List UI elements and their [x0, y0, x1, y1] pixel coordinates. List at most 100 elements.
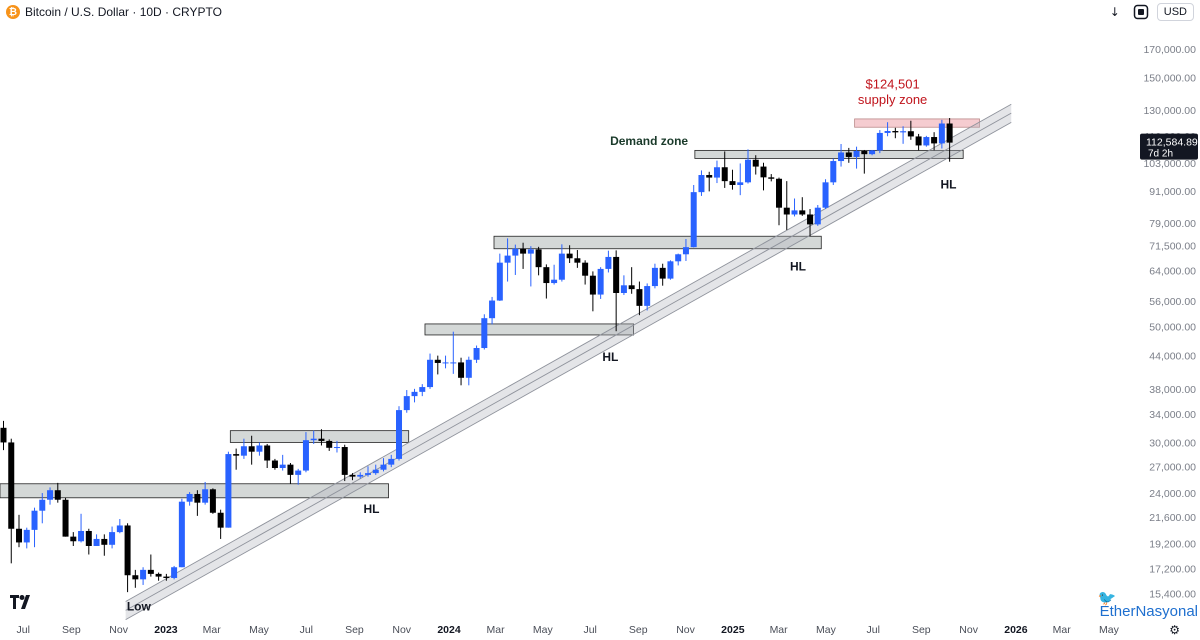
- candle: [721, 151, 728, 188]
- candle: [822, 179, 829, 210]
- candle-body: [931, 137, 938, 144]
- candle-body: [0, 427, 7, 443]
- time-tick-label: Mar: [487, 624, 506, 636]
- candle: [861, 149, 868, 174]
- candle-body: [333, 447, 340, 449]
- bitcoin-logo-icon: ₿: [6, 5, 20, 19]
- candle-body: [512, 248, 519, 256]
- candle-body: [271, 460, 278, 469]
- candle-body: [341, 447, 348, 475]
- time-tick-label: Nov: [109, 624, 128, 636]
- candle-body: [302, 440, 309, 471]
- candle: [644, 283, 651, 311]
- candle-body: [853, 151, 860, 157]
- time-tick-label: Jul: [867, 624, 880, 636]
- candle: [23, 527, 30, 549]
- bar-countdown-label: 7d 2h: [1148, 149, 1173, 160]
- candle: [333, 440, 340, 453]
- price-tick-label: 50,000.00: [1149, 322, 1196, 334]
- time-tick-label: Sep: [345, 624, 364, 636]
- price-tick-label: 103,000.00: [1143, 158, 1196, 170]
- candle-body: [240, 446, 247, 456]
- candle: [85, 528, 92, 555]
- author-watermark: 🐦 EtherNasyonal: [1098, 589, 1198, 620]
- candle-body: [109, 532, 116, 545]
- candle-body: [907, 131, 914, 137]
- price-tick-label: 34,000.00: [1149, 409, 1196, 421]
- candle: [109, 526, 116, 549]
- candle: [434, 355, 441, 375]
- settings-gear-icon[interactable]: ⚙: [1169, 623, 1180, 637]
- candle: [186, 492, 193, 506]
- candle-body: [23, 529, 30, 543]
- candle: [589, 271, 596, 312]
- candle: [411, 388, 418, 403]
- candle: [357, 472, 364, 479]
- candle: [535, 246, 542, 276]
- time-tick-label: Jul: [583, 624, 596, 636]
- price-axis[interactable]: 15,400.00 17,200.00 19,200.00 21,600.00 24,0…: [1140, 44, 1198, 601]
- candle-body: [47, 490, 54, 500]
- candle-body: [70, 536, 77, 542]
- candle-body: [403, 396, 410, 411]
- candle-body: [31, 510, 38, 530]
- candle-body: [202, 489, 209, 503]
- candle-body: [155, 573, 162, 577]
- candle: [380, 458, 387, 472]
- candle-body: [147, 569, 154, 574]
- candle: [70, 532, 77, 546]
- time-tick-label: 2024: [437, 624, 461, 636]
- candle: [47, 487, 54, 505]
- candle-body: [427, 359, 434, 388]
- candle-body: [85, 530, 92, 546]
- candle: [628, 267, 635, 294]
- candle-body: [101, 538, 108, 545]
- tradingview-logo-icon[interactable]: [10, 594, 34, 613]
- trendline-lower: [125, 121, 1012, 621]
- candle-body: [78, 530, 85, 542]
- price-tick-label: 79,000.00: [1149, 218, 1196, 230]
- candle: [217, 509, 224, 539]
- candle-body: [744, 159, 751, 183]
- candle-body: [520, 248, 527, 254]
- candle-body: [675, 254, 682, 262]
- time-tick-label: Sep: [912, 624, 931, 636]
- candle-body: [605, 256, 612, 269]
- candle: [783, 181, 790, 230]
- price-tick-label: 24,000.00: [1149, 488, 1196, 500]
- candle-body: [900, 131, 907, 133]
- time-axis[interactable]: Jul Sep Nov 2023 Mar May Jul Sep Nov 2024 Mar May Ju…: [17, 624, 1120, 636]
- candle-body: [682, 247, 689, 255]
- candle: [372, 464, 379, 475]
- candle-body: [636, 289, 643, 306]
- candle: [698, 170, 705, 196]
- candle: [923, 135, 930, 147]
- candle: [403, 390, 410, 413]
- candle: [636, 281, 643, 316]
- candle: [326, 439, 333, 451]
- candle: [318, 429, 325, 446]
- candle-body: [364, 473, 371, 475]
- candle-body: [465, 359, 472, 378]
- candle-body: [659, 267, 666, 279]
- candle-body: [458, 362, 465, 378]
- arrow-down-icon[interactable]: ↓: [1109, 5, 1120, 19]
- candle: [814, 205, 821, 226]
- candle: [489, 296, 496, 325]
- time-tick-label: 2023: [154, 624, 178, 636]
- watermark-text: EtherNasyonal: [1099, 603, 1198, 620]
- candle-body: [613, 256, 620, 293]
- currency-button[interactable]: USD: [1156, 3, 1194, 21]
- trendline-upper: [125, 103, 1012, 602]
- candle-body: [132, 575, 139, 580]
- chart-box-icon[interactable]: [1131, 2, 1151, 22]
- candle-body: [419, 387, 426, 392]
- time-tick-label: May: [1099, 624, 1120, 636]
- chart-annotation: HL: [790, 260, 806, 274]
- candle-body: [186, 493, 193, 502]
- symbol-header[interactable]: ₿ Bitcoin / U.S. Dollar · 10D · CRYPTO: [6, 3, 222, 21]
- candle: [101, 534, 108, 556]
- candle: [675, 253, 682, 266]
- current-price-label: 112,584.89: [1146, 137, 1198, 149]
